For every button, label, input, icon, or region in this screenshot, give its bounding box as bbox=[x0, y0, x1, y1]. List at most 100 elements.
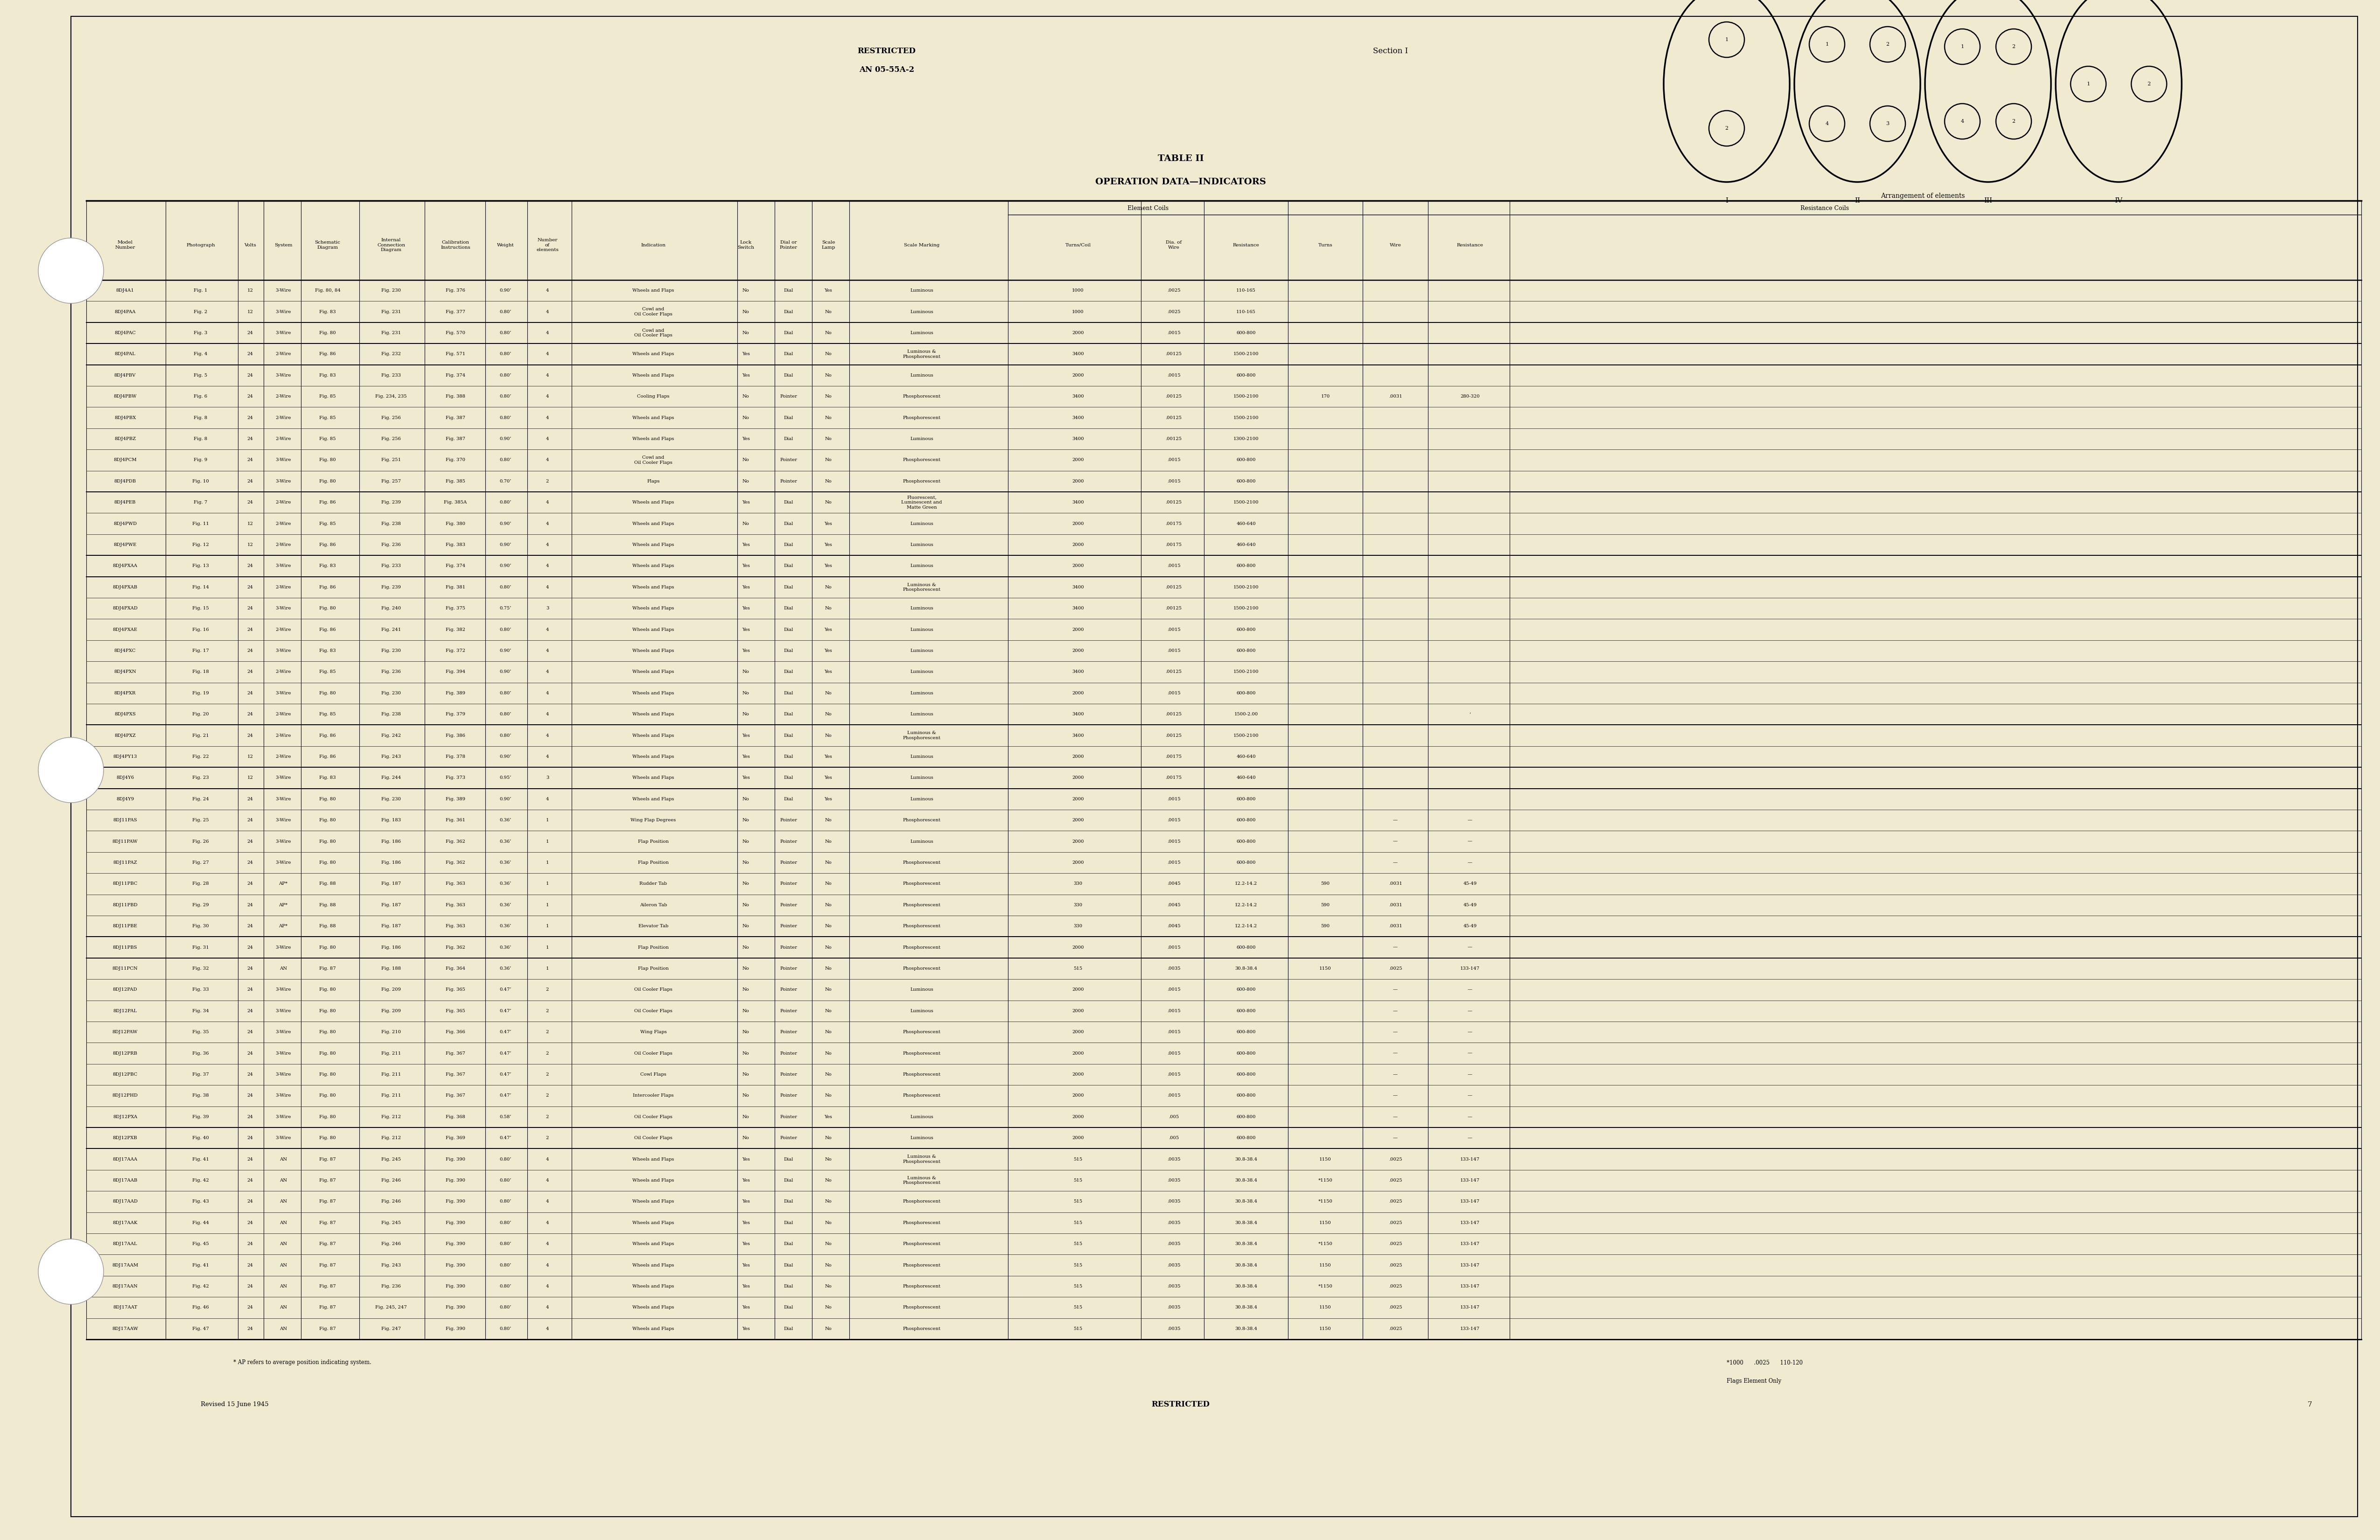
Text: 2: 2 bbox=[545, 1030, 550, 1035]
Text: 3400: 3400 bbox=[1071, 670, 1083, 675]
Text: 0.47’: 0.47’ bbox=[500, 1030, 512, 1035]
Text: 12: 12 bbox=[248, 310, 252, 314]
Text: Fig. 41: Fig. 41 bbox=[193, 1263, 209, 1267]
Text: 2: 2 bbox=[2011, 119, 2016, 123]
Text: .00175: .00175 bbox=[1166, 776, 1183, 779]
Text: No: No bbox=[743, 331, 750, 336]
Text: —: — bbox=[1392, 818, 1397, 822]
Text: Fig. 80: Fig. 80 bbox=[319, 1072, 336, 1076]
Text: Luminous: Luminous bbox=[909, 987, 933, 992]
Text: No: No bbox=[826, 1072, 831, 1076]
Text: .0025: .0025 bbox=[1388, 1200, 1402, 1204]
Text: Resistance: Resistance bbox=[1457, 243, 1483, 246]
Text: No: No bbox=[826, 861, 831, 865]
Text: Fig. 238: Fig. 238 bbox=[381, 522, 400, 525]
Text: Wheels and Flaps: Wheels and Flaps bbox=[633, 1221, 674, 1224]
Text: 515: 515 bbox=[1073, 1178, 1083, 1183]
Text: .0015: .0015 bbox=[1166, 987, 1180, 992]
Text: Wheels and Flaps: Wheels and Flaps bbox=[633, 627, 674, 631]
Text: Wheels and Flaps: Wheels and Flaps bbox=[633, 1284, 674, 1289]
Text: 600-800: 600-800 bbox=[1235, 1030, 1257, 1035]
Text: Fig. 239: Fig. 239 bbox=[381, 585, 400, 590]
Text: 8DJ4PXZ: 8DJ4PXZ bbox=[114, 733, 136, 738]
Text: Dial: Dial bbox=[783, 648, 793, 653]
Text: Fig. 387: Fig. 387 bbox=[445, 437, 464, 440]
Text: Pointer: Pointer bbox=[781, 1093, 797, 1098]
Text: Fig. 256: Fig. 256 bbox=[381, 437, 400, 440]
Text: 8DJ17AAN: 8DJ17AAN bbox=[112, 1284, 138, 1289]
Text: 30.8-38.4: 30.8-38.4 bbox=[1235, 1241, 1257, 1246]
Text: 24: 24 bbox=[248, 585, 252, 590]
Text: Fig. 8: Fig. 8 bbox=[193, 437, 207, 440]
Text: Phosphorescent: Phosphorescent bbox=[902, 1326, 940, 1331]
Text: Fig. 14: Fig. 14 bbox=[193, 585, 209, 590]
Text: Fig. 87: Fig. 87 bbox=[319, 1178, 336, 1183]
Text: Fig. 368: Fig. 368 bbox=[445, 1115, 464, 1120]
Text: No: No bbox=[743, 394, 750, 399]
Text: 8DJ4PWE: 8DJ4PWE bbox=[114, 542, 136, 547]
Text: —: — bbox=[1392, 839, 1397, 844]
Text: .0015: .0015 bbox=[1166, 627, 1180, 631]
Text: No: No bbox=[743, 457, 750, 462]
Text: Fig. 80: Fig. 80 bbox=[319, 946, 336, 950]
Text: Fig. 44: Fig. 44 bbox=[193, 1221, 209, 1224]
Text: No: No bbox=[743, 1052, 750, 1055]
Text: Fig. 46: Fig. 46 bbox=[193, 1306, 209, 1309]
Text: 4: 4 bbox=[545, 310, 550, 314]
Text: Fig. 86: Fig. 86 bbox=[319, 627, 336, 631]
Text: Luminous: Luminous bbox=[909, 776, 933, 779]
Text: 8DJ4PXR: 8DJ4PXR bbox=[114, 691, 136, 695]
Text: 0.75’: 0.75’ bbox=[500, 607, 512, 610]
Text: —: — bbox=[1468, 946, 1473, 950]
Text: 2: 2 bbox=[2147, 82, 2152, 86]
Text: 2000: 2000 bbox=[1071, 798, 1083, 801]
Text: 330: 330 bbox=[1073, 882, 1083, 885]
Text: No: No bbox=[743, 1009, 750, 1013]
Text: Fig. 80: Fig. 80 bbox=[319, 1009, 336, 1013]
Text: Yes: Yes bbox=[823, 776, 833, 779]
Text: 133-147: 133-147 bbox=[1461, 1157, 1480, 1161]
Text: .0025: .0025 bbox=[1166, 310, 1180, 314]
Text: Fig. 385A: Fig. 385A bbox=[445, 500, 466, 505]
Text: Fig. 10: Fig. 10 bbox=[193, 479, 209, 484]
Text: 0.80’: 0.80’ bbox=[500, 310, 512, 314]
Text: 4: 4 bbox=[545, 670, 550, 675]
Text: 12.2-14.2: 12.2-14.2 bbox=[1235, 882, 1257, 885]
Text: 4: 4 bbox=[545, 1306, 550, 1309]
Text: Fig. 31: Fig. 31 bbox=[193, 946, 209, 950]
Text: 4: 4 bbox=[545, 691, 550, 695]
Text: .0035: .0035 bbox=[1166, 1284, 1180, 1289]
Text: 3-Wire: 3-Wire bbox=[276, 818, 290, 822]
Text: Yes: Yes bbox=[743, 1306, 750, 1309]
Text: 600-800: 600-800 bbox=[1235, 627, 1257, 631]
Text: Fig. 230: Fig. 230 bbox=[381, 691, 400, 695]
Text: 3: 3 bbox=[1885, 122, 1890, 126]
Text: 8DJ12PAL: 8DJ12PAL bbox=[114, 1009, 138, 1013]
Text: 8DJ11PBE: 8DJ11PBE bbox=[112, 924, 138, 929]
Text: Fig. 246: Fig. 246 bbox=[381, 1178, 400, 1183]
Text: Fig. 186: Fig. 186 bbox=[381, 839, 400, 844]
Text: 0.80’: 0.80’ bbox=[500, 1306, 512, 1309]
Text: 3-Wire: 3-Wire bbox=[276, 946, 290, 950]
Text: 30.8-38.4: 30.8-38.4 bbox=[1235, 1263, 1257, 1267]
Text: 4: 4 bbox=[545, 416, 550, 420]
Text: Section I: Section I bbox=[1373, 48, 1409, 55]
Text: 4: 4 bbox=[545, 648, 550, 653]
Text: 45-49: 45-49 bbox=[1464, 902, 1478, 907]
Text: Fig. 88: Fig. 88 bbox=[319, 902, 336, 907]
Text: 0.80’: 0.80’ bbox=[500, 353, 512, 356]
Text: Yes: Yes bbox=[743, 607, 750, 610]
Text: 0.90’: 0.90’ bbox=[500, 755, 512, 759]
Text: 24: 24 bbox=[248, 987, 252, 992]
Text: Pointer: Pointer bbox=[781, 818, 797, 822]
Text: 8DJ12PBC: 8DJ12PBC bbox=[112, 1072, 138, 1076]
Text: 24: 24 bbox=[248, 1030, 252, 1035]
Text: Fig. 230: Fig. 230 bbox=[381, 798, 400, 801]
Text: 30.8-38.4: 30.8-38.4 bbox=[1235, 1284, 1257, 1289]
Text: Luminous: Luminous bbox=[909, 288, 933, 293]
Text: 1500-2100: 1500-2100 bbox=[1233, 394, 1259, 399]
Text: Luminous: Luminous bbox=[909, 1115, 933, 1120]
Text: 0.36’: 0.36’ bbox=[500, 902, 512, 907]
Text: Pointer: Pointer bbox=[781, 839, 797, 844]
Text: Fig. 42: Fig. 42 bbox=[193, 1178, 209, 1183]
